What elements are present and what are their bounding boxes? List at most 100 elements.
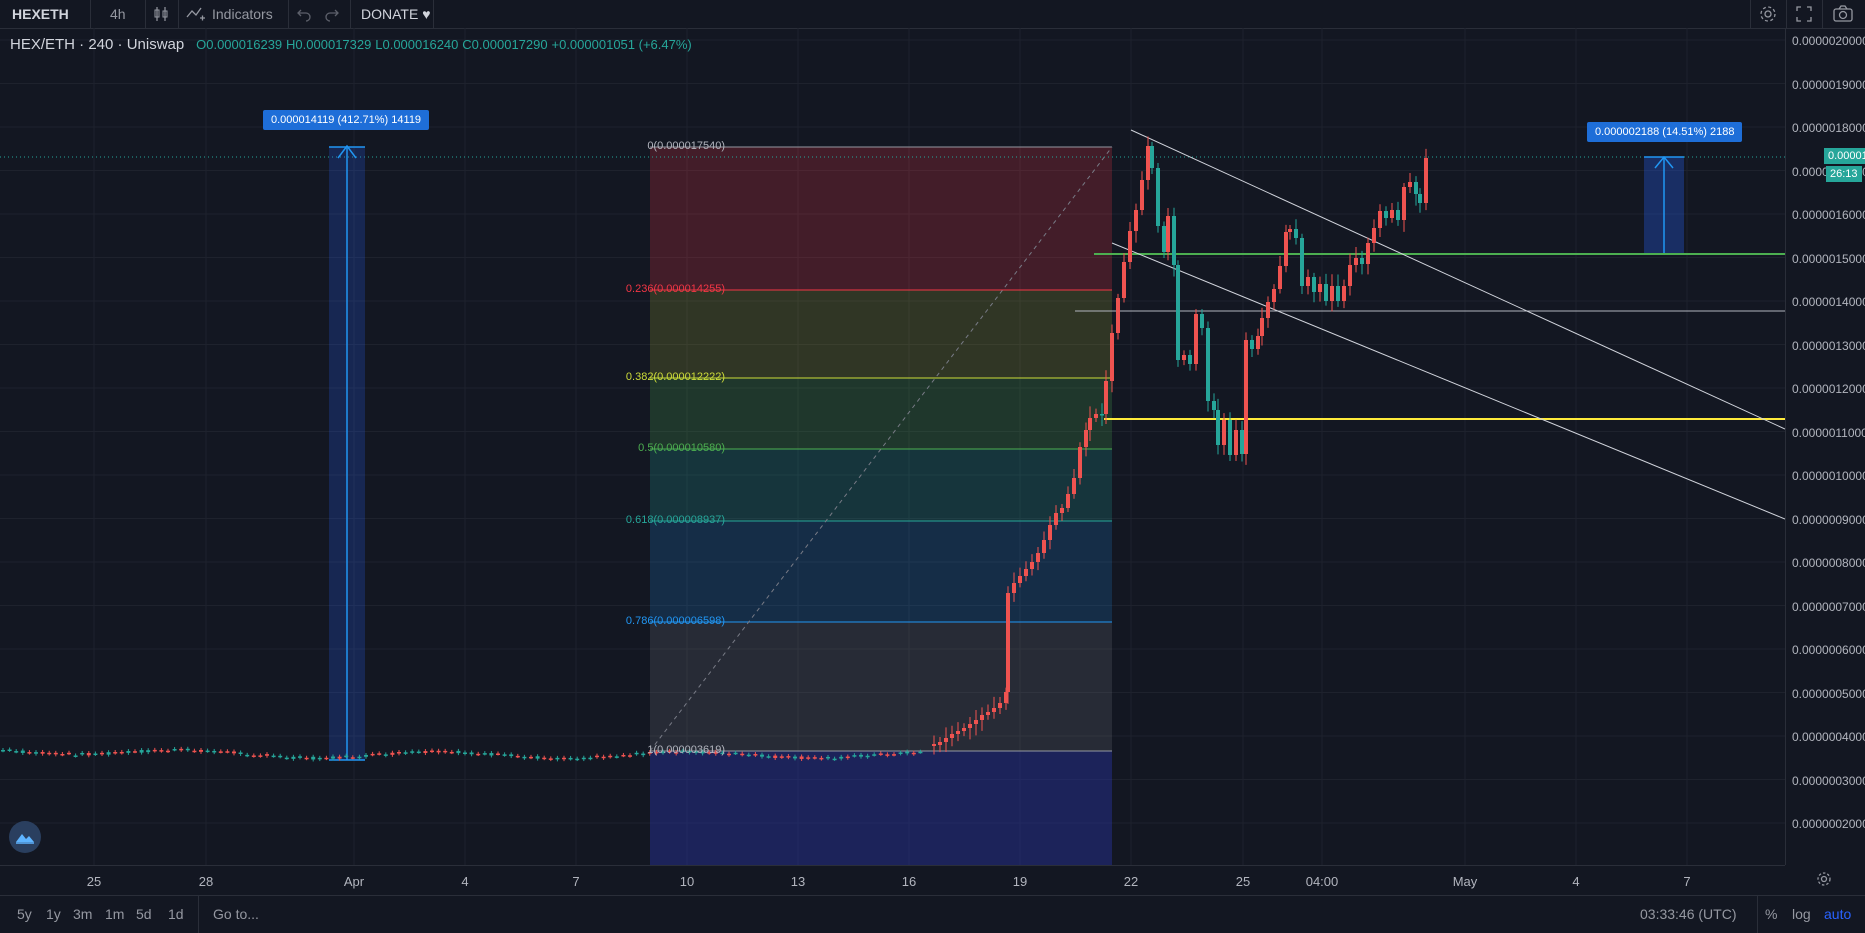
price-tick: 0.0000005000 xyxy=(1792,686,1865,701)
fib-retracement[interactable] xyxy=(649,146,1113,865)
candle-body xyxy=(1054,513,1058,525)
range-5d[interactable]: 5d xyxy=(136,896,152,933)
candle-body xyxy=(166,750,170,753)
time-tick: 25 xyxy=(1235,874,1251,889)
time-tick: 04:00 xyxy=(1305,874,1339,889)
candle-body xyxy=(133,751,137,753)
candle-body xyxy=(159,750,164,752)
redo-button[interactable] xyxy=(324,0,340,28)
axis-settings-button[interactable] xyxy=(1815,870,1835,890)
candle-body xyxy=(680,750,685,753)
candle-body xyxy=(1122,262,1126,298)
candle-body xyxy=(601,756,606,759)
candle-body xyxy=(1066,494,1070,508)
candle-body xyxy=(383,754,388,756)
time-axis[interactable] xyxy=(0,865,1785,896)
candle-body xyxy=(47,752,52,755)
range-label: 5y xyxy=(17,906,32,922)
chart-style-button[interactable] xyxy=(152,0,170,28)
candle-body xyxy=(595,755,599,758)
candle-body xyxy=(1408,182,1412,187)
candle-body xyxy=(832,758,837,761)
candle-body xyxy=(1078,447,1082,478)
chart-logo[interactable] xyxy=(9,821,41,853)
chart-pane[interactable] xyxy=(0,28,1785,865)
candle-body xyxy=(152,749,157,752)
candle-body xyxy=(1036,553,1040,562)
indicators-label: Indicators xyxy=(212,6,273,22)
interval-button[interactable]: 4h xyxy=(110,0,126,28)
measure-text: 0.000014119 (412.71%) 14119 xyxy=(271,114,422,126)
measure-label-right[interactable]: 0.000002188 (14.51%) 2188 xyxy=(1587,122,1743,142)
fullscreen-icon xyxy=(1796,6,1812,22)
candlestick-series xyxy=(1,136,1428,762)
range-label: 1m xyxy=(105,906,125,922)
fib-zone xyxy=(650,290,1112,378)
candle-body xyxy=(403,752,408,754)
legend-high: H0.000017329 xyxy=(286,37,372,52)
settings-button[interactable] xyxy=(1758,0,1778,28)
candle-body xyxy=(449,751,454,754)
measure-text: 0.000002188 (14.51%) 2188 xyxy=(1595,126,1735,138)
price-axis[interactable] xyxy=(1785,28,1865,865)
candle-body xyxy=(126,751,131,753)
candle-body xyxy=(258,755,263,757)
snapshot-button[interactable] xyxy=(1832,0,1854,28)
donate-button[interactable]: DONATE ♥ xyxy=(361,0,431,28)
range-1m[interactable]: 1m xyxy=(105,896,124,933)
candle-body xyxy=(1182,355,1186,360)
candle-body xyxy=(1372,228,1376,243)
measure-arrowhead-left xyxy=(337,144,357,159)
fib-label-0: 0(0.000017540) xyxy=(647,140,725,152)
fib-label-text: 0.786(0.000006598) xyxy=(625,615,725,627)
range-1y[interactable]: 1y xyxy=(46,896,61,933)
range-3m[interactable]: 3m xyxy=(73,896,92,933)
range-1d[interactable]: 1d xyxy=(168,896,184,933)
percent-toggle[interactable]: % xyxy=(1765,896,1777,933)
candle-body xyxy=(60,753,65,756)
undo-button[interactable] xyxy=(296,0,312,28)
candle-body xyxy=(304,757,309,760)
time-tick: 7 xyxy=(1683,874,1691,889)
candle-body xyxy=(86,753,91,756)
trend-lines[interactable] xyxy=(0,129,1785,761)
candle-body xyxy=(1110,333,1114,381)
fib-label-text: 1(0.000003619) xyxy=(647,744,725,756)
candle-body xyxy=(1030,562,1034,569)
candle-body xyxy=(1288,229,1292,232)
candle-body xyxy=(1222,420,1226,445)
goto-button[interactable]: Go to... xyxy=(213,896,259,933)
candle-body xyxy=(73,755,78,757)
candle-body xyxy=(265,754,269,756)
fullscreen-button[interactable] xyxy=(1795,0,1813,28)
fib-label-0618: 0.618(0.000008937) xyxy=(626,514,725,526)
clock-label[interactable]: 03:33:46 (UTC) xyxy=(1640,896,1736,933)
candle-body xyxy=(1176,265,1180,360)
axis-settings-icon xyxy=(1817,872,1831,886)
candle-body xyxy=(350,757,355,759)
range-label: 1y xyxy=(46,906,61,922)
range-5y[interactable]: 5y xyxy=(17,896,32,933)
candle-body xyxy=(1212,401,1216,410)
candle-body xyxy=(1256,336,1260,349)
candle-body xyxy=(687,751,692,753)
candle-body xyxy=(1150,146,1154,168)
candle-body xyxy=(568,757,573,760)
candle-body xyxy=(139,750,144,753)
legend-change: +0.000001051 (+6.47%) xyxy=(551,37,692,52)
candle-body xyxy=(654,751,659,754)
symbol-search[interactable]: HEXETH xyxy=(12,0,69,28)
measure-label-left[interactable]: 0.000014119 (412.71%) 14119 xyxy=(263,110,430,130)
auto-toggle[interactable]: auto xyxy=(1824,896,1851,933)
candle-body xyxy=(1206,328,1210,401)
price-tick: 0.0000019000 xyxy=(1792,77,1865,92)
candle-body xyxy=(773,755,778,759)
indicators-button[interactable]: Indicators xyxy=(186,0,273,28)
candle-body xyxy=(1116,298,1120,333)
candle-body xyxy=(581,757,586,760)
candle-body xyxy=(238,752,243,754)
log-toggle[interactable]: log xyxy=(1792,896,1811,933)
price-tick: 0.0000011000 xyxy=(1792,425,1865,440)
candle-body xyxy=(885,754,890,756)
countdown-text: 26:13 xyxy=(1830,168,1858,180)
